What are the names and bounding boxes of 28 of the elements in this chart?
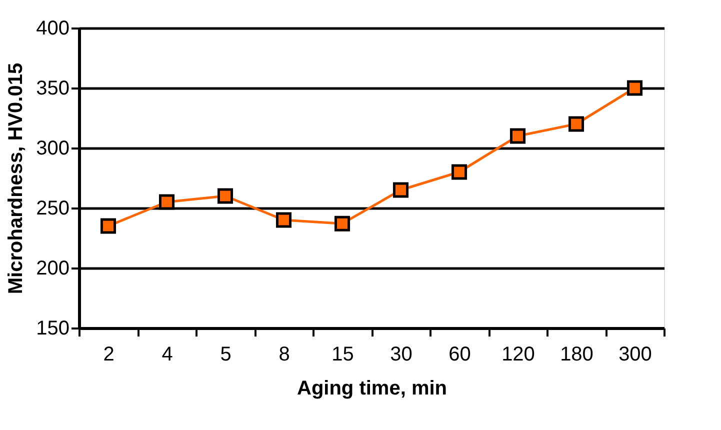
y-tick-label: 350 — [36, 78, 70, 100]
y-tick-label: 150 — [36, 318, 70, 340]
y-tick-label: 200 — [36, 258, 70, 280]
x-tick-label: 4 — [162, 344, 173, 366]
y-tick-label: 400 — [36, 18, 70, 40]
x-tick-label: 180 — [560, 344, 594, 366]
point — [451, 164, 468, 180]
x-tick-label: 8 — [278, 344, 290, 366]
x-tick-label: 15 — [332, 344, 354, 366]
x-tick-label: 60 — [448, 344, 471, 366]
y-tick-label: 250 — [36, 198, 70, 220]
x-tick-label: 5 — [220, 344, 232, 366]
point — [510, 128, 526, 144]
y-tick-label: 300 — [36, 138, 70, 160]
point — [568, 116, 584, 132]
x-tick-label: 300 — [618, 344, 652, 366]
point — [626, 80, 643, 96]
x-axis-title: Aging time, min — [297, 378, 447, 400]
point — [100, 218, 116, 234]
y-axis-title: Microhardness, HV0.015 — [5, 62, 28, 294]
x-tick-label: 2 — [103, 344, 114, 366]
point — [158, 194, 175, 210]
point — [276, 212, 292, 228]
point — [217, 188, 234, 204]
x-tick-label: 120 — [502, 344, 535, 366]
point — [334, 216, 350, 232]
point — [392, 182, 409, 198]
x-tick-label: 30 — [390, 344, 412, 366]
